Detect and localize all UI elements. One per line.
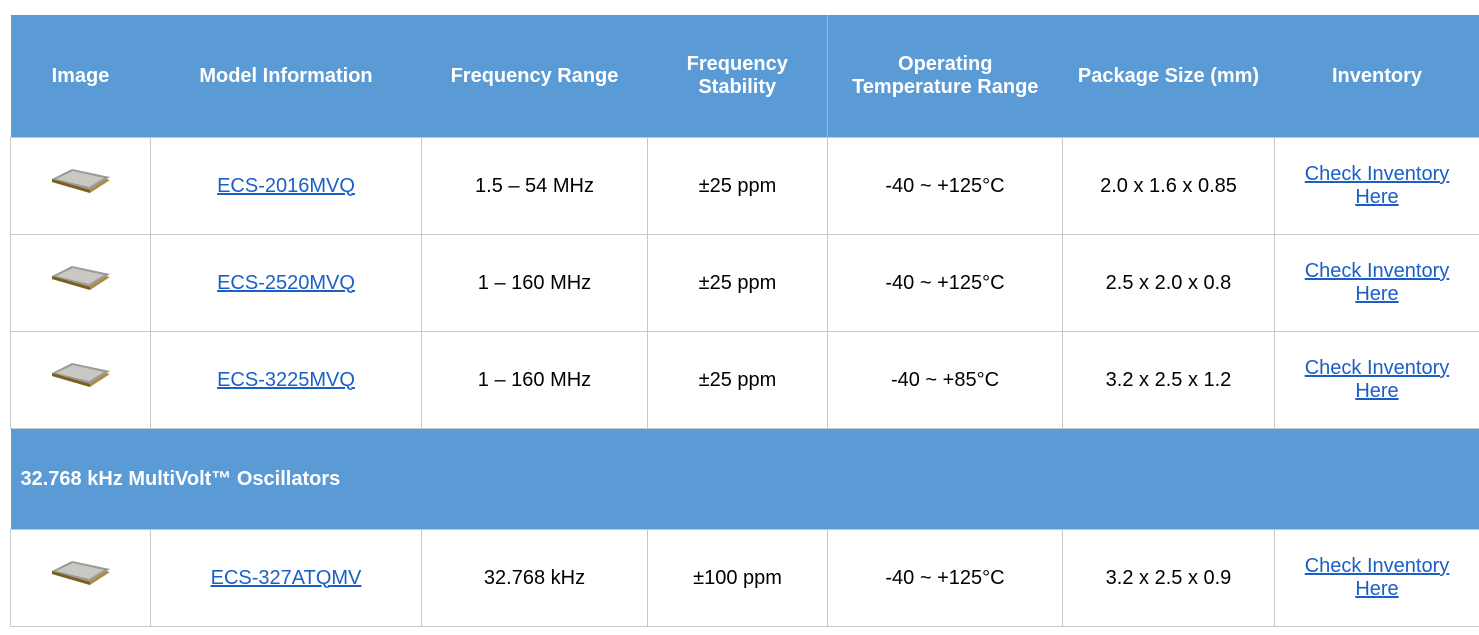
inventory-link[interactable]: Check Inventory Here	[1304, 357, 1450, 402]
cell: 32.768 kHz	[421, 529, 648, 627]
product-table: Image Model Information Frequency Range Fre…	[10, 15, 1479, 627]
cell: 1 – 160 MHz	[421, 331, 648, 429]
column-header: Inventory	[1274, 15, 1479, 138]
cell: Check Inventory Here	[1274, 137, 1479, 235]
cell: 2.5 x 2.0 x 0.8	[1062, 234, 1275, 332]
column-header: Model Information	[150, 15, 422, 138]
column-header: Package Size (mm)	[1062, 15, 1275, 138]
product-row: ECS-2520MVQ 1 – 160 MHz ±25 ppm -40 ~ +125°…	[10, 234, 1479, 332]
cell: ECS-327ATQMV	[150, 529, 422, 627]
product-row: ECS-2016MVQ 1.5 – 54 MHz ±25 ppm -40 ~ +125…	[10, 137, 1479, 235]
cell: ±25 ppm	[647, 234, 828, 332]
column-header: Frequency Stability	[647, 15, 828, 138]
image-cell	[10, 529, 151, 627]
cell: Check Inventory Here	[1274, 529, 1479, 627]
cell: -40 ~ +125°C	[827, 529, 1063, 627]
image-cell	[10, 331, 151, 429]
inventory-link[interactable]: Check Inventory Here	[1304, 555, 1450, 600]
image-cell	[10, 137, 151, 235]
image-cell	[10, 234, 151, 332]
model-link[interactable]: ECS-3225MVQ	[217, 368, 355, 391]
cell: ECS-2016MVQ	[150, 137, 422, 235]
cell: -40 ~ +125°C	[827, 234, 1063, 332]
column-header: Frequency Range	[421, 15, 648, 138]
column-header: Operating Temperature Range	[827, 15, 1063, 138]
cell: -40 ~ +125°C	[827, 137, 1063, 235]
cell: 1 – 160 MHz	[421, 234, 648, 332]
cell: ±100 ppm	[647, 529, 828, 627]
chip-image	[51, 266, 110, 290]
product-row: ECS-327ATQMV 32.768 kHz ±100 ppm -40 ~ +125…	[10, 529, 1479, 627]
inventory-link[interactable]: Check Inventory Here	[1304, 163, 1450, 208]
chip-image	[51, 169, 110, 193]
cell: Check Inventory Here	[1274, 331, 1479, 429]
section-row: 32.768 kHz MultiVolt™ Oscillators	[10, 428, 1479, 530]
cell: 3.2 x 2.5 x 0.9	[1062, 529, 1275, 627]
model-link[interactable]: ECS-2520MVQ	[217, 271, 355, 294]
cell: 2.0 x 1.6 x 0.85	[1062, 137, 1275, 235]
cell: 1.5 – 54 MHz	[421, 137, 648, 235]
section-title: 32.768 kHz MultiVolt™ Oscillators	[10, 428, 1479, 530]
column-header: Image	[10, 15, 151, 138]
cell: ±25 ppm	[647, 331, 828, 429]
cell: ±25 ppm	[647, 137, 828, 235]
cell: ECS-3225MVQ	[150, 331, 422, 429]
chip-image	[51, 561, 110, 585]
cell: ECS-2520MVQ	[150, 234, 422, 332]
cell: Check Inventory Here	[1274, 234, 1479, 332]
model-link[interactable]: ECS-327ATQMV	[210, 566, 362, 589]
cell: -40 ~ +85°C	[827, 331, 1063, 429]
model-link[interactable]: ECS-2016MVQ	[217, 174, 355, 197]
product-row: ECS-3225MVQ 1 – 160 MHz ±25 ppm -40 ~ +85°C…	[10, 331, 1479, 429]
cell: 3.2 x 2.5 x 1.2	[1062, 331, 1275, 429]
header-row: Image Model Information Frequency Range Fre…	[10, 15, 1479, 138]
chip-image	[51, 363, 110, 387]
table-body: ECS-2016MVQ 1.5 – 54 MHz ±25 ppm -40 ~ +125…	[10, 137, 1479, 627]
inventory-link[interactable]: Check Inventory Here	[1304, 260, 1450, 305]
